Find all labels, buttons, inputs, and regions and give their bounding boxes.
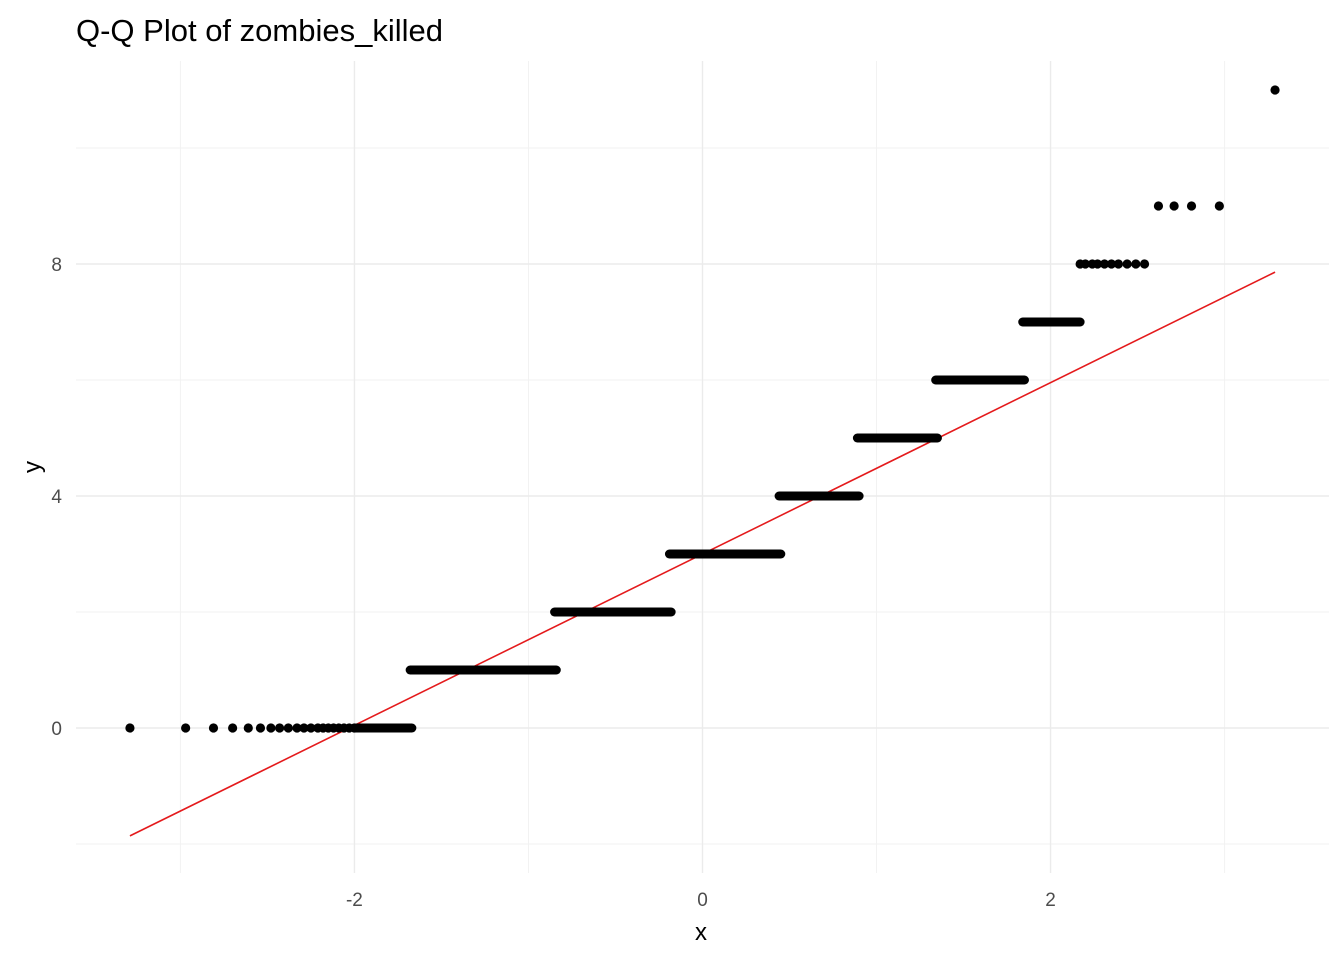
data-point bbox=[1139, 259, 1150, 269]
data-point bbox=[283, 723, 293, 733]
data-point bbox=[266, 723, 276, 733]
grid bbox=[76, 61, 1329, 873]
data-point bbox=[1153, 201, 1164, 211]
data-point bbox=[299, 723, 309, 733]
x-tick-label: 2 bbox=[1045, 890, 1056, 911]
data-point bbox=[292, 723, 302, 733]
data-point bbox=[349, 723, 360, 733]
data-point bbox=[1099, 259, 1110, 269]
data-point bbox=[255, 723, 266, 733]
data-point bbox=[1122, 259, 1132, 269]
data-point bbox=[275, 723, 285, 733]
x-axis-title: x bbox=[695, 919, 707, 946]
data-point bbox=[1131, 259, 1141, 269]
data-point bbox=[1113, 259, 1124, 269]
tick-labels: -2 0 2 0 4 8 bbox=[51, 255, 1055, 911]
y-tick-label: 0 bbox=[51, 719, 62, 740]
data-point bbox=[181, 723, 191, 733]
data-point bbox=[1080, 259, 1090, 269]
data-point bbox=[1214, 201, 1224, 211]
data-point bbox=[243, 723, 253, 733]
data-point bbox=[1169, 201, 1179, 211]
y-tick-label: 4 bbox=[51, 487, 62, 508]
points-layer bbox=[125, 85, 1280, 733]
data-point bbox=[1092, 259, 1103, 269]
data-point bbox=[1270, 85, 1280, 95]
data-point bbox=[1186, 201, 1197, 211]
y-tick-label: 8 bbox=[51, 255, 62, 276]
data-point bbox=[125, 723, 135, 733]
data-point bbox=[306, 723, 316, 733]
data-point bbox=[1106, 259, 1117, 269]
y-axis-title: y bbox=[19, 461, 46, 473]
x-tick-label: 0 bbox=[697, 890, 708, 911]
chart-title: Q-Q Plot of zombies_killed bbox=[76, 13, 443, 48]
x-tick-label: -2 bbox=[346, 890, 363, 911]
data-point bbox=[228, 723, 238, 733]
data-point bbox=[208, 723, 219, 733]
